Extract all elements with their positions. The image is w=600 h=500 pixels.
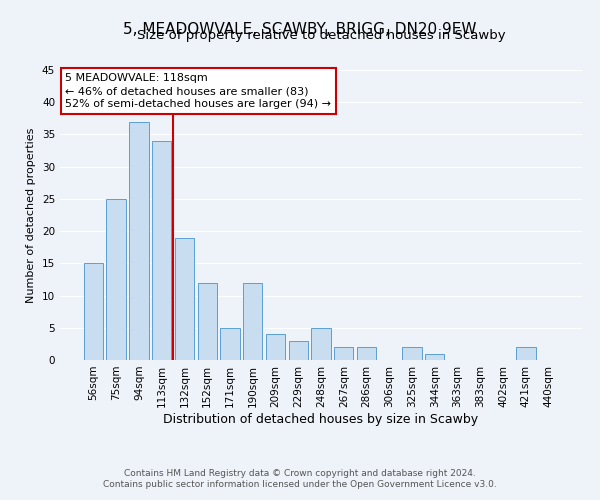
- Text: 5, MEADOWVALE, SCAWBY, BRIGG, DN20 9EW: 5, MEADOWVALE, SCAWBY, BRIGG, DN20 9EW: [123, 22, 477, 38]
- Bar: [266, 334, 285, 360]
- Bar: [289, 340, 308, 360]
- Bar: [403, 347, 422, 360]
- Bar: [425, 354, 445, 360]
- Bar: [152, 141, 172, 360]
- Title: Size of property relative to detached houses in Scawby: Size of property relative to detached ho…: [137, 30, 505, 43]
- Bar: [220, 328, 239, 360]
- Bar: [106, 199, 126, 360]
- Bar: [516, 347, 536, 360]
- Bar: [129, 122, 149, 360]
- X-axis label: Distribution of detached houses by size in Scawby: Distribution of detached houses by size …: [163, 412, 479, 426]
- Bar: [334, 347, 353, 360]
- Text: 5 MEADOWVALE: 118sqm
← 46% of detached houses are smaller (83)
52% of semi-detac: 5 MEADOWVALE: 118sqm ← 46% of detached h…: [65, 73, 331, 110]
- Bar: [357, 347, 376, 360]
- Text: Contains HM Land Registry data © Crown copyright and database right 2024.: Contains HM Land Registry data © Crown c…: [124, 468, 476, 477]
- Bar: [243, 282, 262, 360]
- Bar: [197, 282, 217, 360]
- Bar: [84, 264, 103, 360]
- Bar: [175, 238, 194, 360]
- Y-axis label: Number of detached properties: Number of detached properties: [26, 128, 37, 302]
- Text: Contains public sector information licensed under the Open Government Licence v3: Contains public sector information licen…: [103, 480, 497, 489]
- Bar: [311, 328, 331, 360]
